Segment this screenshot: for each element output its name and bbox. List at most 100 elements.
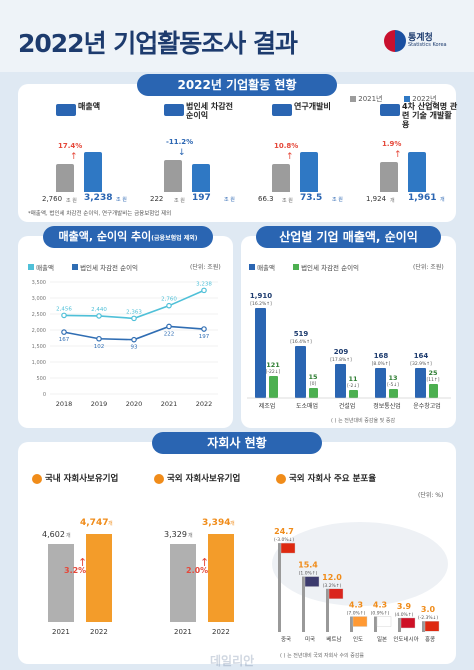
sales-change: [8.0%↑] bbox=[372, 361, 391, 367]
flag-pole bbox=[398, 617, 401, 632]
country-flag-icon bbox=[304, 576, 320, 587]
kpi-value-2022: 197 bbox=[192, 193, 211, 203]
kpi-label: 연구개발비 bbox=[294, 102, 331, 111]
unit-2021: 개 bbox=[188, 533, 193, 539]
country-label: 미국 bbox=[305, 635, 315, 643]
profit-label: 25 bbox=[428, 369, 438, 377]
legend-label-2021: 2021년 bbox=[358, 95, 383, 103]
bar-2022 bbox=[208, 534, 234, 622]
kpi-bar-2021 bbox=[272, 164, 290, 192]
y-tick-label: 500 bbox=[36, 376, 46, 382]
profit-change: [-2↓] bbox=[347, 383, 359, 389]
x-tick-label: 2022 bbox=[196, 400, 213, 408]
kpi-change-pct: 17.4% bbox=[58, 142, 83, 150]
section-trend-title: 매출액, 순이익 추이(금융보험업 제외) bbox=[43, 226, 213, 248]
x-tick-label: 2019 bbox=[91, 400, 108, 408]
legend-swatch-sales bbox=[28, 264, 34, 270]
country-flag-icon bbox=[352, 616, 368, 627]
section-trend-title-note: (금융보험업 제외) bbox=[151, 235, 198, 242]
category-label: 건설업 bbox=[339, 402, 356, 410]
country-flag-icon bbox=[328, 588, 344, 600]
data-label: 167 bbox=[59, 337, 70, 343]
trend-line-chart: 3,500 3,000 2,500 2,000 1,500 1,000 500 0 2018 20… bbox=[32, 280, 218, 408]
share-label: 4.3 bbox=[373, 601, 387, 610]
profit-change: [11↑] bbox=[426, 377, 439, 383]
legend-label-ind-sales: 매출액 bbox=[257, 264, 276, 272]
globe-icon bbox=[154, 473, 164, 484]
kpi-unit-2021: 조 원 bbox=[174, 198, 185, 204]
data-label: 2,760 bbox=[161, 297, 177, 303]
header: 2022년 기업활동조사 결과 통계청 Statistics Korea bbox=[0, 0, 474, 72]
watermark: 데일리안 bbox=[210, 654, 255, 668]
section-industry-title: 산업별 기업 매출액, 순이익 bbox=[256, 226, 441, 248]
share-label: 4.3 bbox=[349, 601, 363, 610]
profit-label: 121 bbox=[266, 361, 280, 369]
year-label: 2021 bbox=[174, 628, 192, 636]
share-label: 12.0 bbox=[322, 573, 342, 582]
y-tick-label: 1,000 bbox=[32, 360, 46, 366]
bar-sales bbox=[295, 346, 306, 398]
statistics-korea-logo-icon bbox=[384, 30, 406, 52]
x-tick-label: 2018 bbox=[56, 400, 73, 408]
sales-change: [32.9%↑] bbox=[410, 361, 432, 367]
kpi-icon bbox=[380, 104, 400, 116]
bar-profit bbox=[429, 384, 438, 398]
data-point bbox=[201, 287, 207, 294]
country-label: 중국 bbox=[281, 636, 291, 643]
country-flag-icon bbox=[424, 620, 440, 632]
distribution-note: ( ) 는 전년대비 국외 자회사 수의 증감률 bbox=[280, 653, 365, 659]
page-title: 2022년 기업활동조사 결과 bbox=[18, 29, 298, 58]
industry-note: ( ) 는 전년대비 증감율 및 증감 bbox=[331, 418, 396, 424]
kpi-unit-2022: 조 원 bbox=[224, 197, 235, 203]
kpi-change-pct: 1.9% bbox=[382, 140, 402, 148]
arrow-down-icon: ↓ bbox=[178, 148, 186, 158]
arrow-up-icon: ↑ bbox=[286, 152, 294, 162]
kpi-value-2022: 1,961 bbox=[408, 193, 437, 203]
year-label: 2021 bbox=[52, 628, 70, 636]
kpi-icon bbox=[272, 104, 292, 116]
data-point bbox=[166, 323, 172, 330]
legend-swatch-2022 bbox=[404, 96, 410, 102]
bar-profit bbox=[269, 376, 278, 398]
kpi-value-2021: 222 bbox=[150, 195, 164, 203]
kpi-bar-2022 bbox=[192, 164, 210, 192]
trend-legend-profit: 법인세 차감전 순이익 bbox=[72, 262, 138, 272]
sales-change: [16.2%↑] bbox=[250, 301, 272, 307]
share-label: 15.4 bbox=[298, 561, 318, 570]
flag-pole bbox=[302, 576, 305, 632]
kpi-bar-2022 bbox=[84, 152, 102, 192]
kpi-bar-2022 bbox=[300, 152, 318, 192]
country-label: 베트남 bbox=[326, 635, 341, 643]
legend-swatch-ind-profit bbox=[293, 264, 299, 270]
globe-pin-icon bbox=[276, 473, 286, 484]
kpi-bar-2022 bbox=[408, 152, 426, 192]
industry-bar-chart: 1,910[16.2%↑] 121[-22↓] 제조업 519[16.4%↑] 15[0… bbox=[247, 292, 451, 410]
sales-label: 209 bbox=[334, 348, 349, 356]
sales-change: [17.8%↑] bbox=[330, 357, 352, 363]
org-name-en: Statistics Korea bbox=[408, 42, 447, 48]
profit-label: 15 bbox=[308, 373, 318, 381]
data-point bbox=[131, 336, 137, 343]
industry-unit: (단위: 조원) bbox=[413, 264, 444, 271]
kpi-unit-2021: 조 원 bbox=[66, 198, 77, 204]
share-change: (0.9%↑) bbox=[371, 611, 390, 617]
korea-map-icon bbox=[32, 473, 42, 484]
y-tick-label: 0 bbox=[43, 392, 46, 398]
y-tick-label: 1,500 bbox=[32, 344, 46, 350]
legend-swatch-ind-sales bbox=[249, 264, 255, 270]
legend-swatch-profit bbox=[72, 264, 78, 270]
data-point bbox=[201, 326, 207, 332]
flag-pole bbox=[326, 588, 329, 632]
country-label: 인도 bbox=[353, 636, 363, 643]
kpi-value-2021: 2,760 bbox=[42, 195, 63, 203]
kpi-icon bbox=[164, 104, 184, 116]
trend-legend-sales: 매출액 bbox=[28, 262, 54, 272]
legend-2022: 2022년 bbox=[404, 94, 437, 104]
distribution-unit: (단위: %) bbox=[418, 492, 444, 499]
share-change: (4.0%↑) bbox=[395, 612, 414, 618]
data-label: 2,456 bbox=[56, 306, 72, 312]
change-pct: 2.0% bbox=[186, 566, 209, 575]
kpi-value-2022: 3,238 bbox=[84, 193, 113, 203]
kpi-bar-2021 bbox=[56, 164, 74, 192]
legend-label-profit: 법인세 차감전 순이익 bbox=[80, 264, 139, 272]
